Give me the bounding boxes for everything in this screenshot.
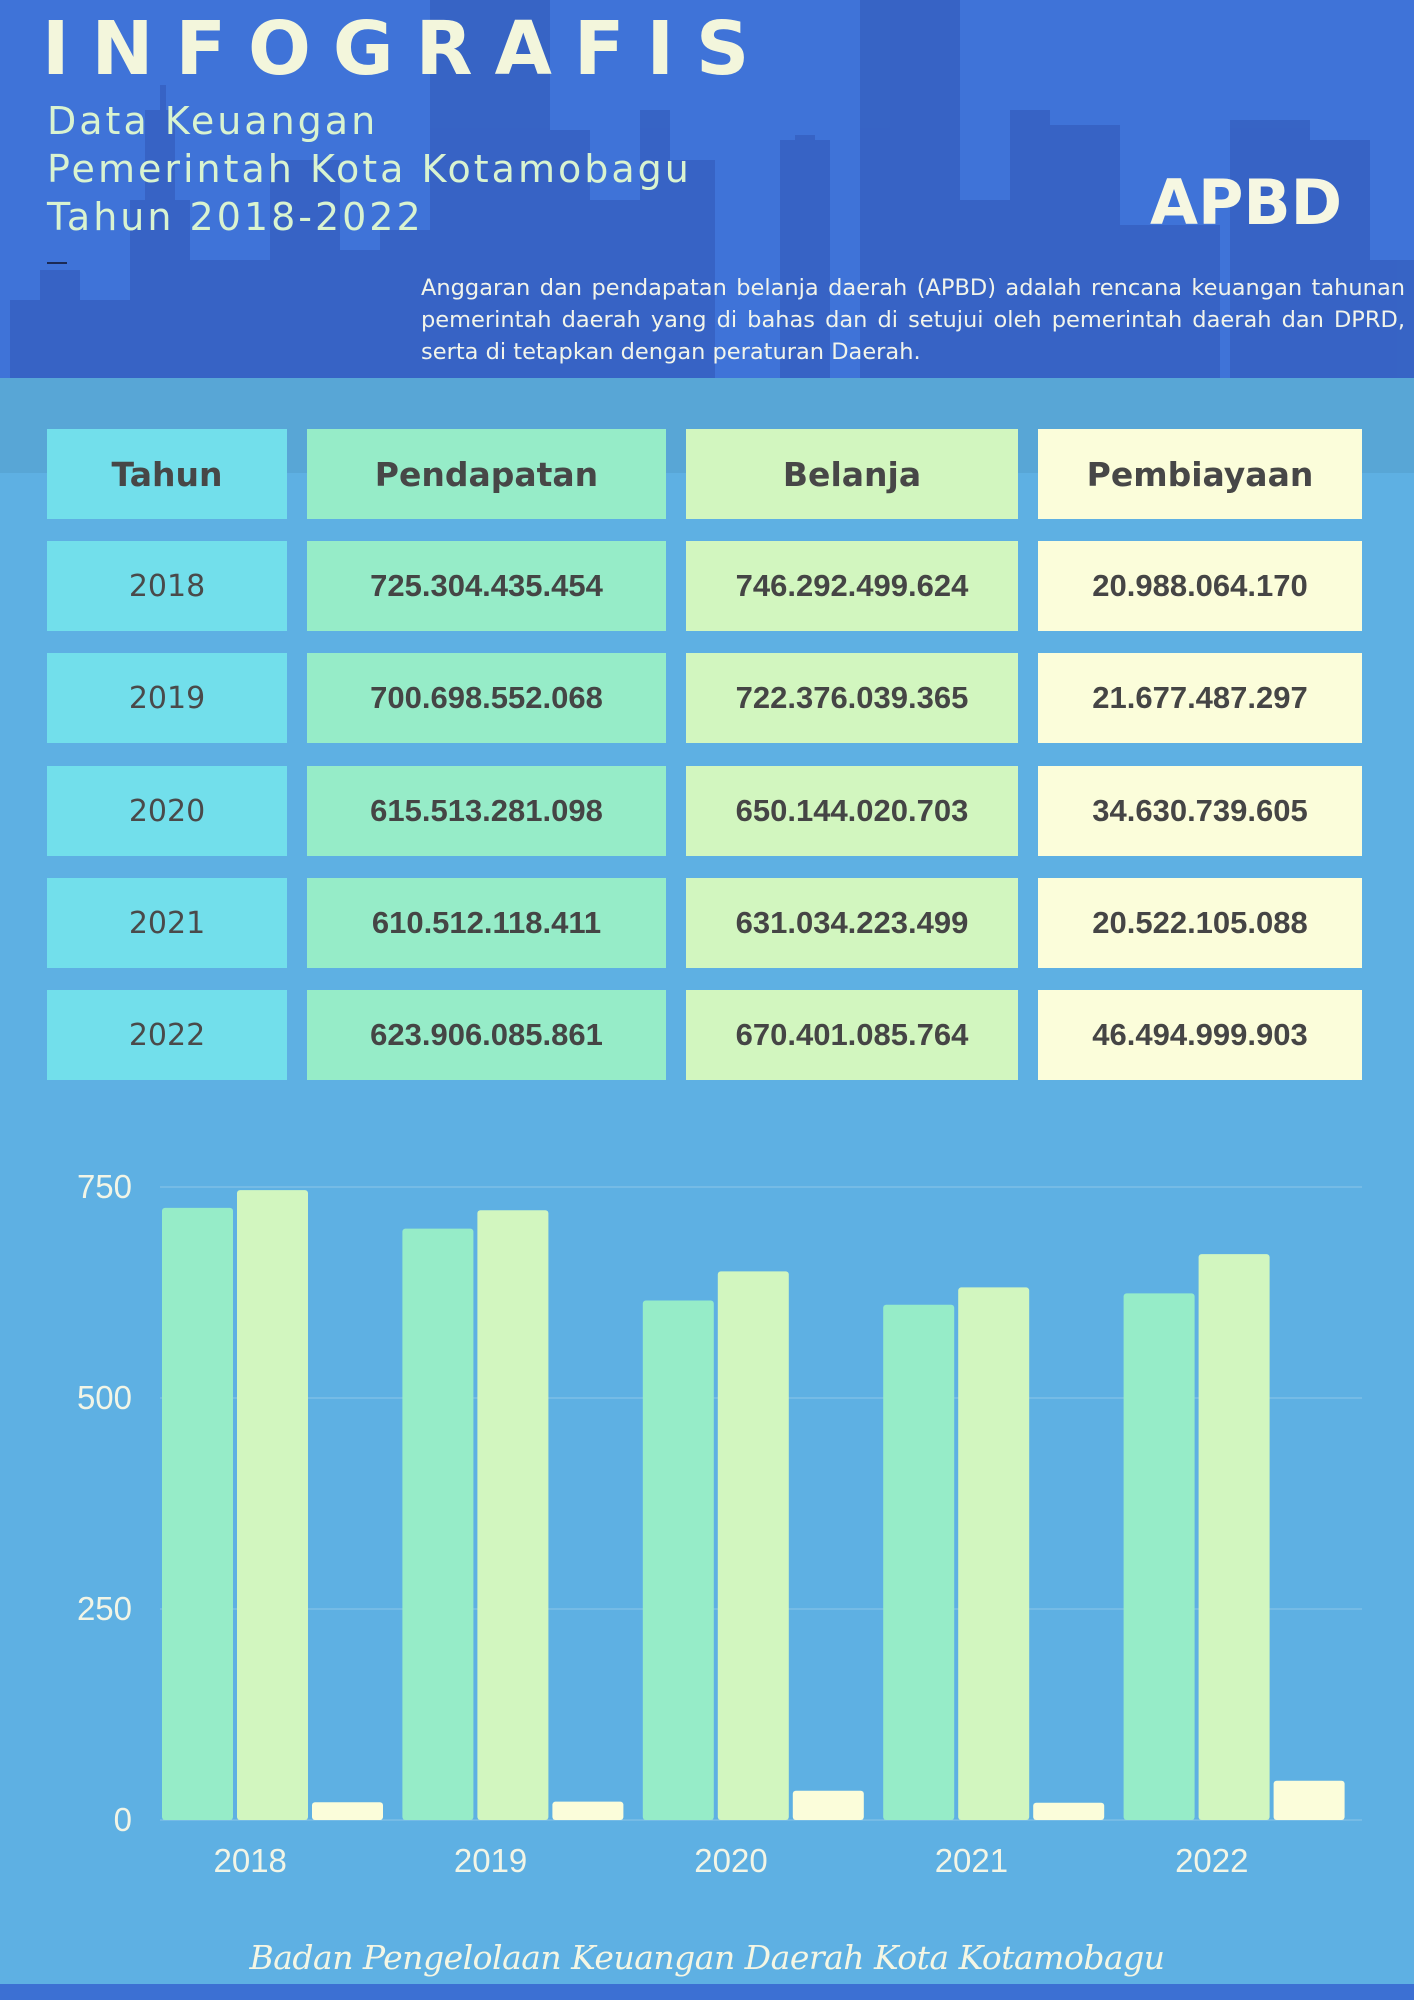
chart-bar [883,1304,955,1820]
table-header-tahun: Tahun [47,429,287,519]
table-cell-belanja: 670.401.085.764 [686,990,1018,1080]
chart-bar [237,1190,308,1820]
table-cell-pembiayaan: 46.494.999.903 [1038,990,1362,1080]
y-tick-label: 500 [77,1379,132,1416]
apbd-description: Anggaran dan pendapatan belanja daerah (… [421,275,1405,365]
table-cell-belanja: 650.144.020.703 [686,766,1018,856]
y-tick-label: 250 [77,1590,132,1627]
infographic-title: INFOGRAFIS [42,6,772,92]
x-tick-label: 2021 [935,1842,1008,1879]
x-tick-label: 2019 [454,1842,527,1879]
decorative-dash [47,262,67,264]
header-band [0,0,1414,378]
subtitle-line-2: Pemerintah Kota Kotamobagu [47,147,692,191]
table-cell-pendapatan: 623.906.085.861 [307,990,666,1080]
chart-bar [552,1801,624,1820]
table-cell-year: 2022 [47,990,287,1080]
table-cell-belanja: 746.292.499.624 [686,541,1018,631]
city-skyline-illustration [10,0,1414,378]
chart-bar [1123,1293,1195,1820]
chart-bar [792,1790,864,1820]
chart-bar [477,1210,549,1820]
table-cell-pembiayaan: 20.988.064.170 [1038,541,1362,631]
y-tick-label: 0 [114,1801,132,1838]
x-tick-label: 2020 [694,1842,767,1879]
table-cell-pendapatan: 610.512.118.411 [307,878,666,968]
footer-agency-name: Badan Pengelolaan Keuangan Daerah Kota K… [249,1938,1165,1977]
table-cell-pendapatan: 700.698.552.068 [307,653,666,743]
chart-bar [402,1228,474,1820]
chart-bar [1198,1254,1270,1820]
chart-bar [162,1207,233,1820]
chart-bar [1273,1780,1345,1820]
table-cell-pembiayaan: 20.522.105.088 [1038,878,1362,968]
chart-bar [717,1271,789,1820]
table-cell-belanja: 631.034.223.499 [686,878,1018,968]
chart-bar [642,1300,714,1820]
table-header-pendapatan: Pendapatan [307,429,666,519]
table-cell-belanja: 722.376.039.365 [686,653,1018,743]
table-cell-pendapatan: 615.513.281.098 [307,766,666,856]
bottom-stripe [0,1984,1414,2000]
x-tick-label: 2022 [1175,1842,1248,1879]
y-tick-label: 750 [77,1168,132,1205]
infographic-subtitle: Data Keuangan Pemerintah Kota Kotamobagu… [47,97,692,241]
table-cell-pembiayaan: 34.630.739.605 [1038,766,1362,856]
apbd-bar-chart: 0 250 500 750 2018 2019 2020 2021 2022 [77,1168,1362,1879]
x-tick-label: 2018 [213,1842,286,1879]
table-header-pembiayaan: Pembiayaan [1038,429,1362,519]
table-cell-year: 2018 [47,541,287,631]
chart-bar [312,1802,383,1820]
table-cell-year: 2021 [47,878,287,968]
table-header-belanja: Belanja [686,429,1018,519]
table-cell-pendapatan: 725.304.435.454 [307,541,666,631]
table-cell-pembiayaan: 21.677.487.297 [1038,653,1362,743]
apbd-heading: APBD [1150,166,1343,239]
subtitle-line-1: Data Keuangan [47,99,379,143]
chart-bar [958,1287,1030,1820]
subtitle-line-3: Tahun 2018-2022 [47,195,424,239]
table-cell-year: 2019 [47,653,287,743]
table-cell-year: 2020 [47,766,287,856]
chart-bar [1033,1802,1105,1820]
